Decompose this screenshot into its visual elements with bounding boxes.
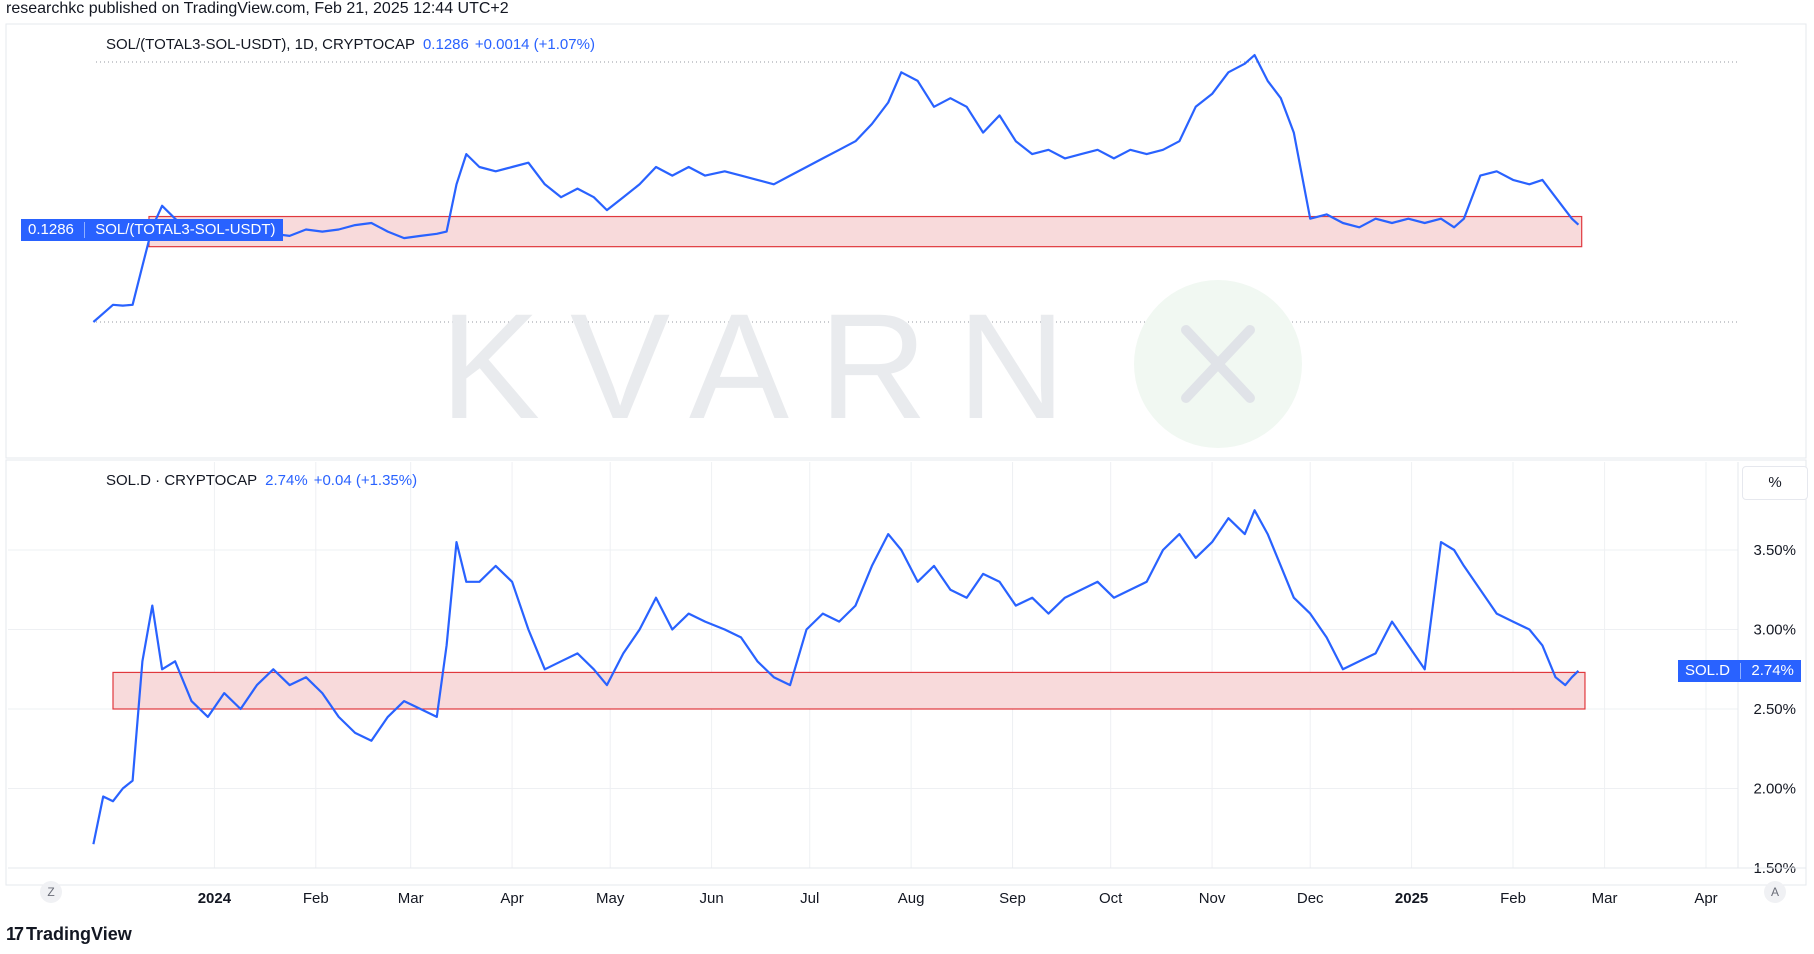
y-tick-label: 3.50% — [1753, 542, 1796, 559]
tradingview-logo-icon: 17 — [6, 924, 24, 944]
x-tick-label: Aug — [898, 890, 925, 907]
x-tick-label: Apr — [500, 890, 523, 907]
x-tick-label: Mar — [398, 890, 424, 907]
top-legend: SOL/(TOTAL3-SOL-USDT), 1D, CRYPTOCAP 0.12… — [106, 36, 595, 53]
x-tick-label: Dec — [1297, 890, 1324, 907]
bottom-pane-frame — [5, 459, 1807, 886]
x-tick-label: Jun — [700, 890, 724, 907]
watermark: KVARN — [440, 280, 1302, 450]
y-tick-label: 2.50% — [1753, 701, 1796, 718]
bottom-price-badge[interactable]: SOL.D 2.74% — [1678, 660, 1801, 682]
x-tick-label: Mar — [1592, 890, 1618, 907]
y-tick-label: 3.00% — [1753, 622, 1796, 639]
x-tick-label: May — [596, 890, 625, 907]
bottom-series-title: SOL.D · CRYPTOCAP — [106, 472, 258, 489]
grid-lines — [8, 61, 1740, 869]
y-tick-label: 2.00% — [1753, 781, 1796, 798]
percent-scale-button[interactable]: % — [1742, 466, 1808, 500]
auto-scale-button[interactable]: A — [1764, 881, 1786, 903]
brand-name: TradingView — [26, 924, 132, 944]
zoom-reset-button[interactable]: Z — [40, 881, 62, 903]
top-series-value: 0.1286 — [422, 36, 469, 53]
x-tick-label: 2024 — [198, 890, 232, 907]
watermark-text: KVARN — [440, 282, 1096, 450]
tradingview-brand[interactable]: 17 TradingView — [6, 924, 132, 945]
series-lines — [92, 54, 1580, 845]
top-price-badge[interactable]: 0.1286 SOL/(TOTAL3-SOL-USDT) — [21, 219, 283, 241]
bottom-series-change: +0.04 (+1.35%) — [313, 472, 418, 489]
x-tick-label: Feb — [1500, 890, 1526, 907]
axes: 2024 Feb Mar Apr May Jun Jul Aug Sep Oct Nov Dec 202… — [8, 462, 1806, 907]
published-header: researchkc published on TradingView.com,… — [6, 0, 509, 17]
top-pane-frame — [5, 23, 1807, 459]
x-tick-label: Sep — [999, 890, 1026, 907]
x-tick-label: Feb — [303, 890, 329, 907]
bottom-badge-label: SOL.D — [1685, 662, 1731, 679]
watermark-x-icon — [1181, 325, 1255, 403]
top-support-zone — [148, 215, 1583, 248]
bottom-series-value: 2.74% — [265, 472, 308, 489]
top-series-title: SOL/(TOTAL3-SOL-USDT), 1D, CRYPTOCAP — [106, 36, 415, 53]
top-badge-label: SOL/(TOTAL3-SOL-USDT) — [95, 221, 276, 238]
x-tick-label: 2025 — [1395, 890, 1428, 907]
x-tick-label: Apr — [1694, 890, 1717, 907]
x-tick-label: Nov — [1199, 890, 1226, 907]
top-series-change: +0.0014 (+1.07%) — [474, 36, 595, 53]
sol-total3-ratio-line — [92, 54, 1580, 323]
bottom-support-zone — [112, 671, 1586, 710]
x-tick-label: Jul — [800, 890, 819, 907]
sol-dominance-line — [92, 509, 1580, 845]
top-badge-value: 0.1286 — [28, 221, 74, 238]
bottom-badge-value: 2.74% — [1751, 662, 1794, 679]
bottom-legend: SOL.D · CRYPTOCAP 2.74% +0.04 (+1.35%) — [106, 472, 417, 489]
x-tick-label: Oct — [1099, 890, 1123, 907]
